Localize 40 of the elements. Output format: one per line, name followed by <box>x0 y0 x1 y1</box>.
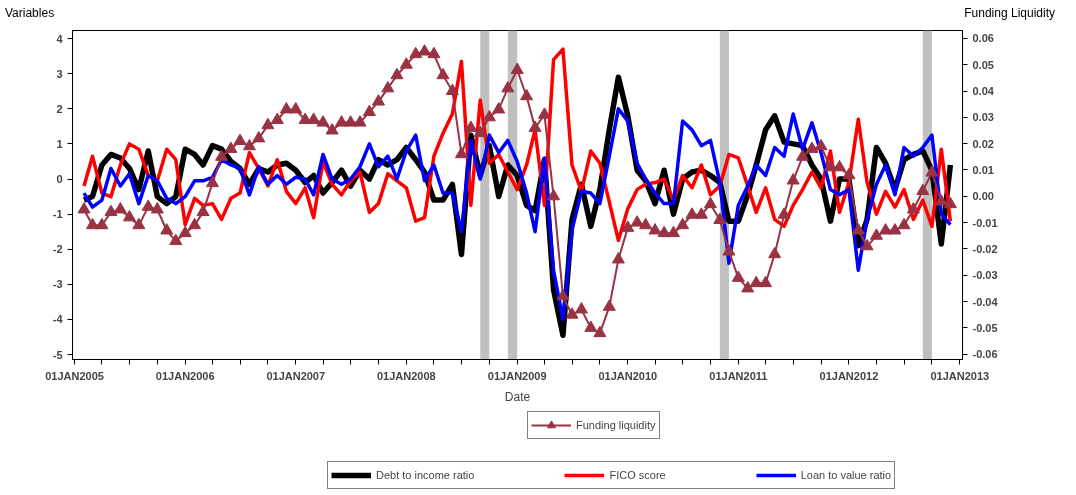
y2-tick-label: -0.01 <box>972 216 998 229</box>
x-tick-label: 01JAN2010 <box>598 369 658 382</box>
legend-label: FICO score <box>609 469 666 481</box>
legend-label: Funding liquidity <box>576 419 656 431</box>
x-tick-label: 01JAN2007 <box>266 369 326 382</box>
y-tick-label: -5 <box>52 348 63 361</box>
y-tick-label: 3 <box>56 67 63 80</box>
line-series <box>82 47 953 243</box>
y2-tick-label: -0.03 <box>972 269 998 282</box>
x-tick-label: 01JAN2012 <box>819 369 879 382</box>
y2-tick-label: 0.02 <box>972 137 994 150</box>
y2-tick-label: -0.02 <box>972 242 998 255</box>
x-tick-label: 01JAN2011 <box>709 369 768 382</box>
y-tick-label: -4 <box>52 313 64 326</box>
x-tick-label: 01JAN2009 <box>487 369 547 382</box>
y2-tick-label: 0.01 <box>972 164 994 176</box>
y-tick-label: 2 <box>56 102 63 115</box>
legend-label: Loan to value ratio <box>800 469 892 481</box>
x-tick-label: 01JAN2008 <box>376 369 436 382</box>
y-tick-label: -3 <box>52 278 63 291</box>
y2-tick-label: -0.05 <box>972 321 998 334</box>
x-tick-label: 01JAN2005 <box>45 369 104 382</box>
y2-tick-label: 0.00 <box>972 190 994 203</box>
y2-tick-label: -0.06 <box>972 348 998 361</box>
y2-tick-label: -0.04 <box>972 295 999 308</box>
y2-tick-label: 0.05 <box>972 58 994 71</box>
y2-tick-label: 0.04 <box>972 85 995 98</box>
y-tick-label: 0 <box>56 173 63 186</box>
legend-label: Debt to income ratio <box>376 469 475 481</box>
x-tick-label: 01JAN2013 <box>930 369 990 382</box>
y2-tick-label: 0.06 <box>972 32 994 45</box>
y-tick-label: 4 <box>56 32 64 45</box>
y2-axis-title: Funding Liquidity <box>964 5 1055 22</box>
y-axis-title: Variables <box>5 5 55 22</box>
x-axis-title: Date <box>504 389 531 404</box>
y2-tick-label: 0.03 <box>972 111 994 124</box>
y-tick-label: -1 <box>52 208 63 221</box>
y-tick-label: 1 <box>56 137 63 150</box>
x-tick-label: 01JAN2006 <box>155 369 215 382</box>
y-tick-label: -2 <box>52 243 63 256</box>
